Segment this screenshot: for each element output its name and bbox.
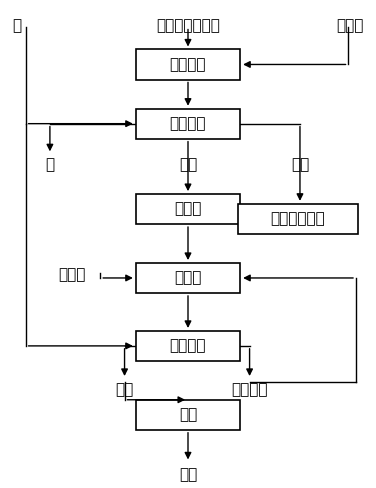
Text: 沉淠剂: 沉淠剂 [59, 267, 86, 282]
Text: 高压浸出: 高压浸出 [170, 57, 206, 72]
Text: 预处理: 预处理 [174, 202, 202, 217]
Text: 水: 水 [12, 19, 22, 33]
Text: 渣: 渣 [45, 158, 55, 173]
Text: 过滤洗涂: 过滤洗涂 [170, 338, 206, 353]
Text: 洗水: 洗水 [291, 158, 309, 173]
FancyBboxPatch shape [238, 203, 358, 234]
Text: 滤液: 滤液 [179, 158, 197, 173]
FancyBboxPatch shape [136, 194, 240, 224]
Text: 滤饼: 滤饼 [115, 382, 134, 397]
Text: 产品: 产品 [179, 467, 197, 482]
FancyBboxPatch shape [136, 400, 240, 430]
Text: 返回浸出配料: 返回浸出配料 [271, 211, 326, 226]
FancyBboxPatch shape [136, 263, 240, 293]
Text: 过滤洗涂: 过滤洗涂 [170, 116, 206, 131]
FancyBboxPatch shape [136, 49, 240, 80]
Text: 沉馒鹨: 沉馒鹨 [174, 270, 202, 285]
Text: 干燥: 干燥 [179, 407, 197, 422]
FancyBboxPatch shape [136, 109, 240, 139]
FancyBboxPatch shape [136, 331, 240, 361]
Text: 沉馒后液: 沉馒后液 [231, 382, 268, 397]
Text: 氧化馒鹨粗精矿: 氧化馒鹨粗精矿 [156, 19, 220, 33]
Text: 碳酸钓: 碳酸钓 [336, 19, 364, 33]
